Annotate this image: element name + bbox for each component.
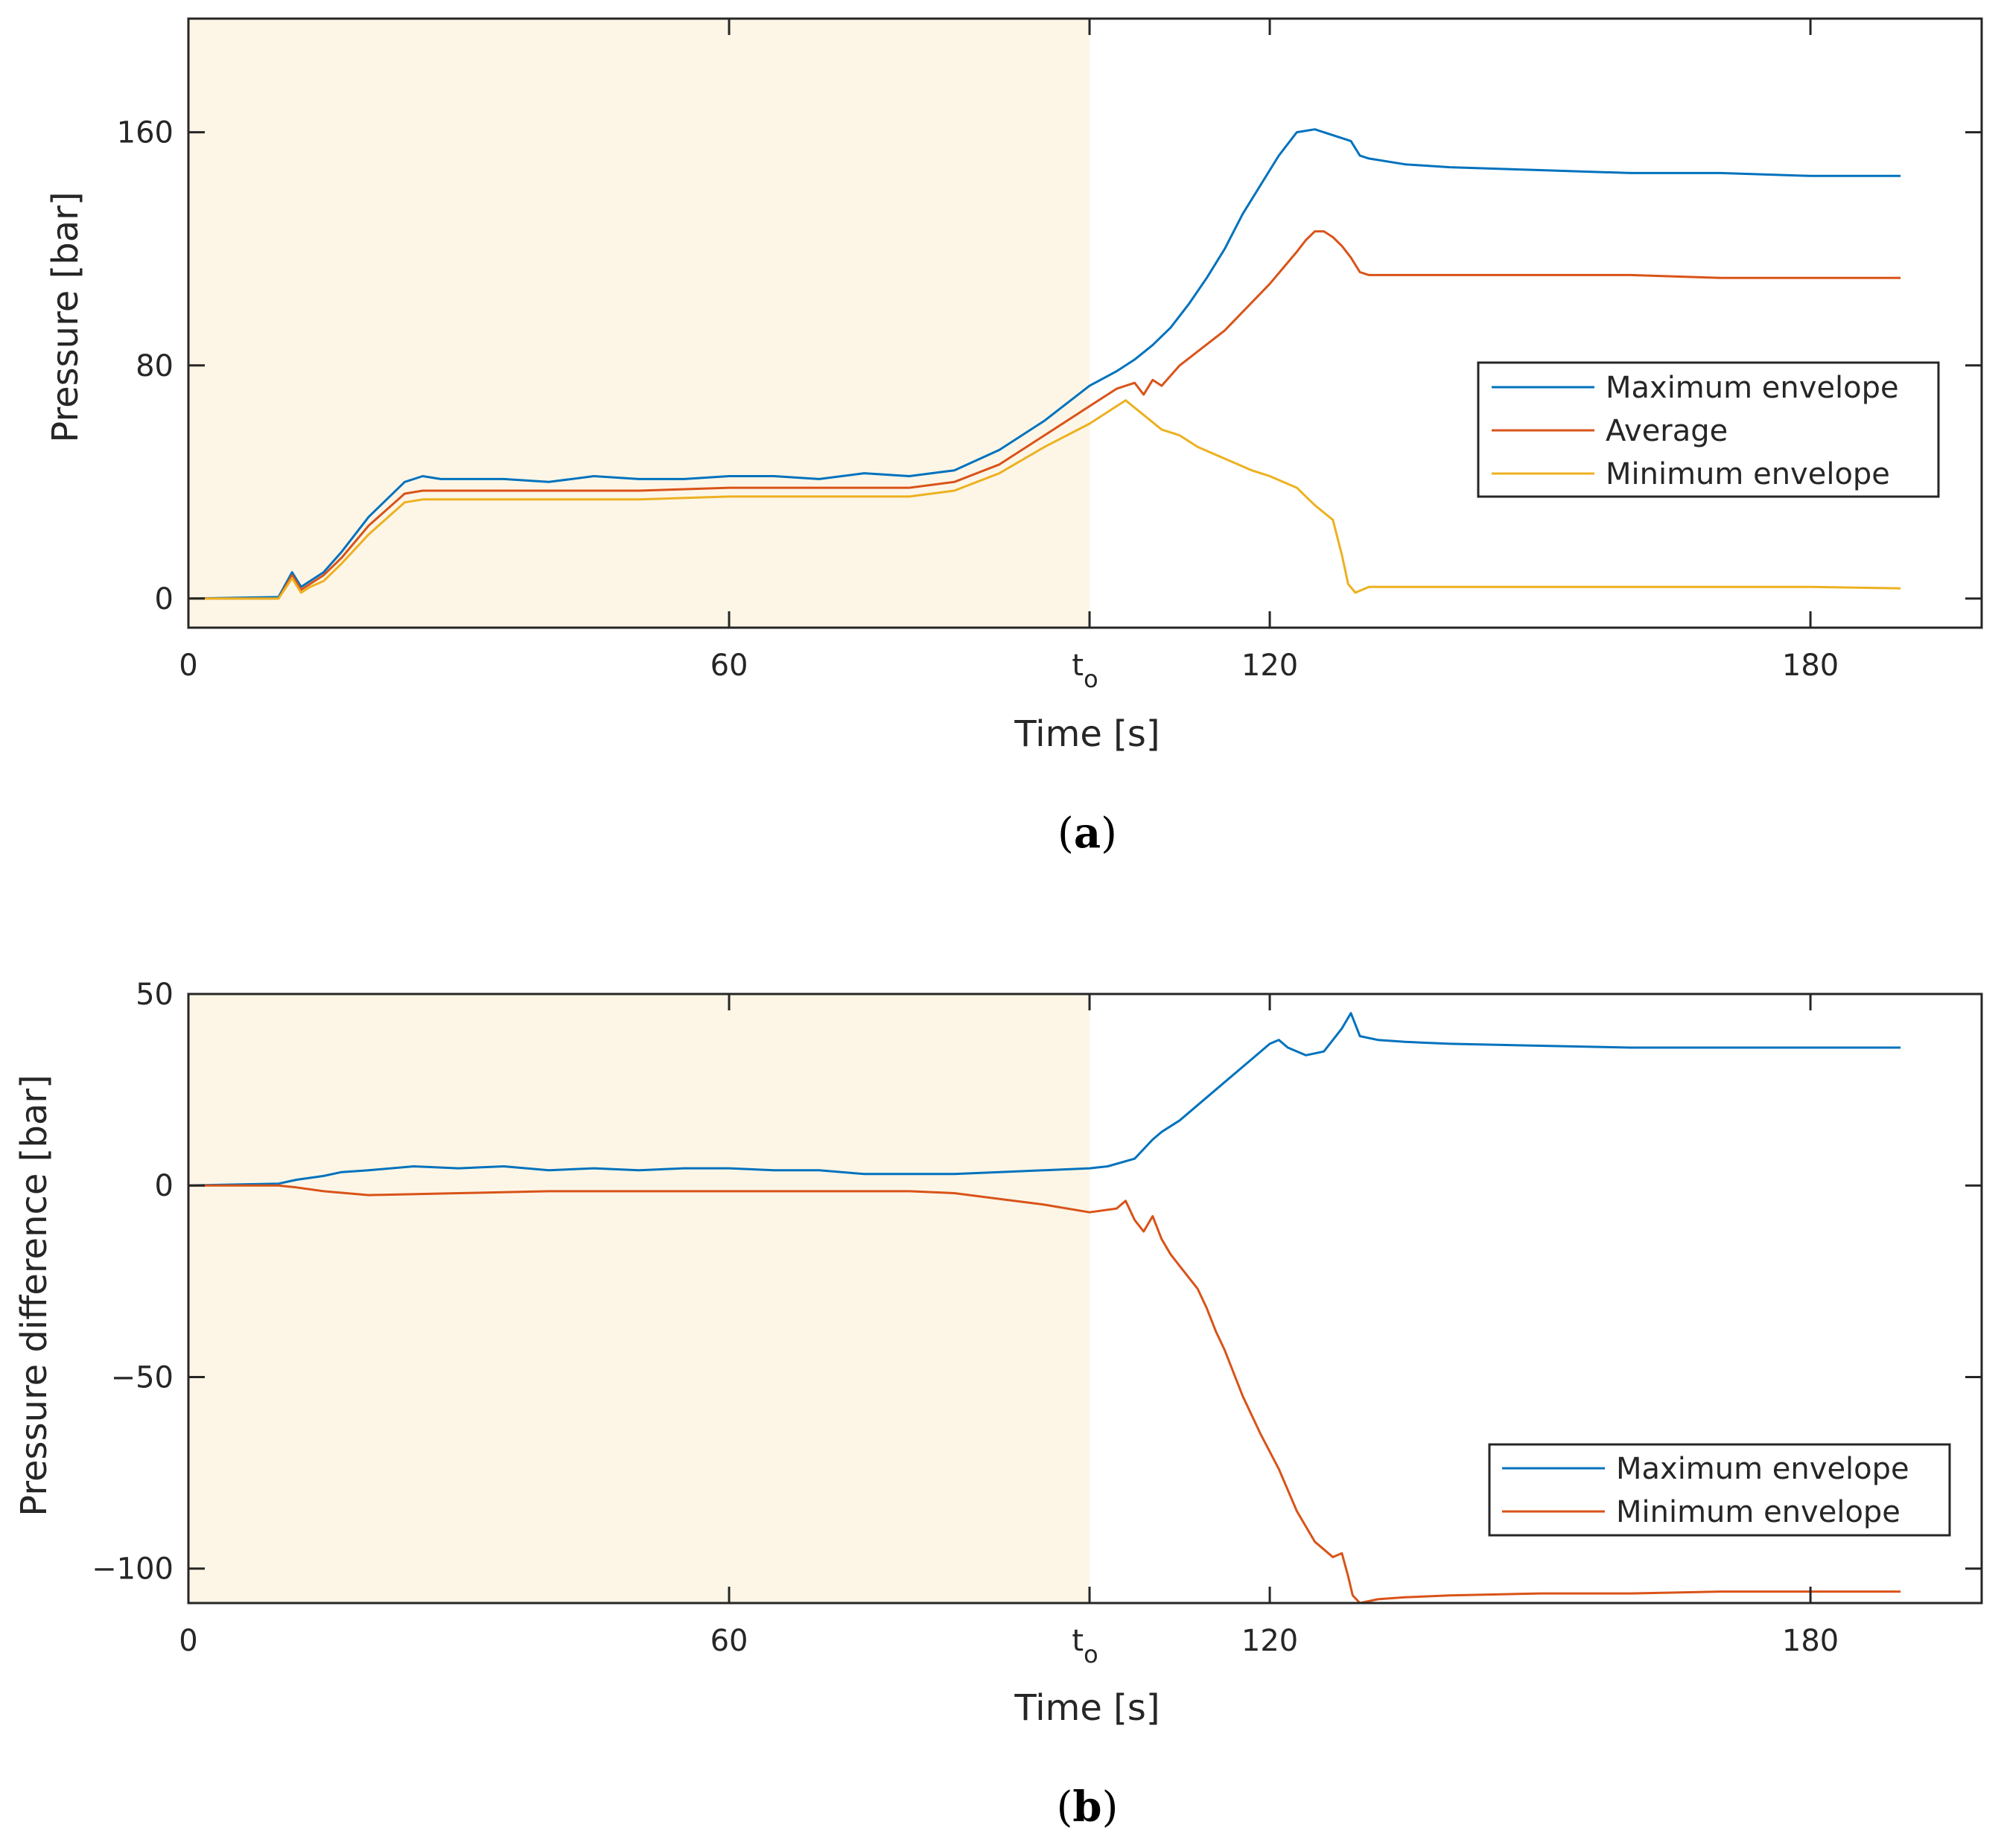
series-line-average-a — [188, 230, 1901, 600]
legend-label-max-envelope-b: Maximum envelope — [1616, 1452, 1909, 1486]
y-axis-title-a: Pressure [bar] — [45, 191, 86, 442]
shaded-region-b — [188, 994, 1090, 1603]
panel-label-a-letter: a — [1074, 809, 1101, 858]
legend-label-min-envelope-b: Minimum envelope — [1616, 1495, 1900, 1529]
plot-area-b: 0 60 to 120 180 −100 −50 0 50 — [92, 978, 1983, 1669]
series-line-min-envelope-a — [188, 399, 1901, 600]
y-tick-label-b: −100 — [92, 1552, 174, 1587]
y-tick-label-a: 80 — [136, 349, 174, 383]
x-tick-label-a: to — [1072, 649, 1098, 693]
legend-label-min-envelope-a: Minimum envelope — [1606, 457, 1890, 491]
series-line-max-envelope-b — [188, 1012, 1901, 1187]
x-tick-label-a: 60 — [710, 649, 748, 683]
series-line-min-envelope-b — [188, 1184, 1901, 1605]
legend-box-b — [1488, 1443, 1951, 1537]
x-axis-title-a: Time [s] — [1014, 713, 1160, 755]
y-tick-label-b: 50 — [136, 978, 174, 1012]
axes-box-b — [187, 992, 1983, 1605]
x-tick-subscript-a: o — [1084, 665, 1098, 693]
x-tick-label-b: 120 — [1241, 1624, 1298, 1658]
y-tick-label-a: 0 — [155, 582, 174, 616]
axes-box-a — [187, 17, 1983, 629]
panel-label-a: (a) — [1057, 809, 1117, 858]
panel-label-b-letter: b — [1072, 1782, 1101, 1832]
legend-b: Maximum envelope Minimum envelope — [1488, 1443, 1951, 1537]
y-tick-label-b: 0 — [155, 1169, 174, 1203]
x-tick-label-b: to — [1072, 1624, 1098, 1669]
panel-label-b: (b) — [1057, 1782, 1119, 1832]
x-tick-label-a: 180 — [1782, 649, 1839, 683]
series-line-max-envelope-a — [188, 128, 1901, 600]
x-tick-label-b: 60 — [710, 1624, 748, 1658]
y-tick-label-b: −50 — [111, 1360, 174, 1395]
shaded-region-a — [188, 19, 1090, 628]
x-axis-title-b: Time [s] — [1014, 1687, 1160, 1729]
chart-b: 0 60 to 120 180 −100 −50 0 50 Time [s] Pressure … — [13, 978, 1983, 1832]
plot-area-a: 0 60 to 120 180 0 80 160 — [117, 17, 1983, 693]
legend-a: Maximum envelope Average Minimum envelop… — [1477, 361, 1940, 498]
x-tick-label-a: 120 — [1241, 649, 1298, 683]
x-tick-label-a: 0 — [179, 649, 197, 683]
x-tick-label-b: 0 — [179, 1624, 197, 1658]
y-tick-label-a: 160 — [117, 116, 174, 150]
legend-label-average-a: Average — [1606, 414, 1728, 448]
y-axis-title-b: Pressure difference [bar] — [13, 1074, 55, 1517]
chart-a: 0 60 to 120 180 0 80 160 Time [s] Pressure [bar… — [45, 17, 1983, 858]
x-tick-label-b: 180 — [1782, 1624, 1839, 1658]
x-tick-subscript-b: o — [1084, 1640, 1098, 1669]
legend-label-max-envelope-a: Maximum envelope — [1606, 371, 1899, 405]
